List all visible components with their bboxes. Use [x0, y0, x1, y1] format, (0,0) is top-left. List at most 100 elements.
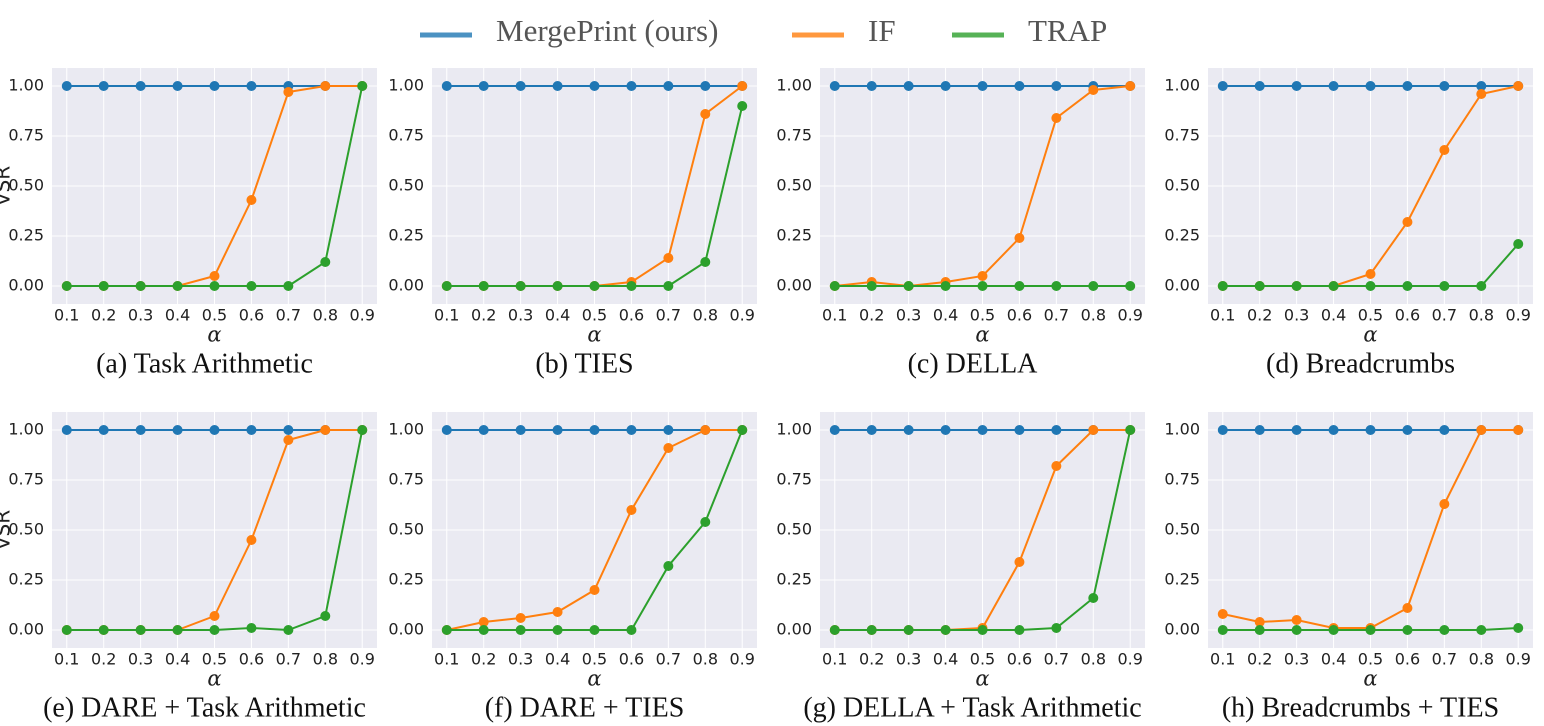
data-point: [1014, 557, 1025, 567]
data-point: [1088, 281, 1099, 291]
data-point: [663, 81, 674, 91]
data-point: [737, 81, 748, 91]
y-tick-label: 0.25: [776, 226, 812, 245]
x-tick-label: 0.7: [1044, 306, 1069, 325]
y-tick-label: 0.25: [8, 226, 44, 245]
x-tick-label: 0.7: [1044, 650, 1069, 669]
data-point: [246, 425, 257, 435]
x-tick-label: 0.3: [508, 650, 533, 669]
data-point: [515, 281, 526, 291]
data-point: [1365, 269, 1376, 279]
data-point: [1051, 623, 1062, 633]
data-point: [1125, 425, 1136, 435]
data-point: [1014, 625, 1025, 635]
y-tick-label: 1.00: [776, 76, 812, 95]
subplot-caption: (e) DARE + Task Arithmetic: [43, 692, 366, 723]
data-point: [663, 425, 674, 435]
x-tick-label: 0.6: [239, 306, 264, 325]
y-tick-label: 0.75: [8, 470, 44, 489]
x-tick-label: 0.9: [730, 650, 755, 669]
data-point: [98, 625, 109, 635]
data-point: [977, 281, 988, 291]
x-tick-label: 0.9: [1506, 306, 1531, 325]
data-point: [209, 611, 220, 621]
data-point: [589, 425, 600, 435]
data-point: [700, 81, 711, 91]
data-point: [977, 625, 988, 635]
x-tick-label: 0.6: [239, 650, 264, 669]
x-tick-label: 0.7: [276, 650, 301, 669]
data-point: [829, 625, 840, 635]
x-tick-label: 0.3: [896, 650, 921, 669]
y-tick-label: 0.50: [8, 520, 44, 539]
data-point: [209, 281, 220, 291]
data-point: [1402, 81, 1413, 91]
data-point: [1014, 233, 1025, 243]
data-point: [246, 535, 257, 545]
x-tick-label: 0.1: [1210, 650, 1235, 669]
data-point: [1254, 625, 1265, 635]
data-point: [1402, 281, 1413, 291]
data-point: [98, 425, 109, 435]
x-tick-label: 0.1: [434, 650, 459, 669]
x-tick-label: 0.2: [859, 306, 884, 325]
data-point: [589, 625, 600, 635]
x-tick-label: 0.6: [619, 306, 644, 325]
x-axis-label: α: [587, 323, 601, 347]
x-tick-label: 0.1: [54, 650, 79, 669]
data-point: [1513, 623, 1524, 633]
legend-label: IF: [868, 13, 896, 48]
y-tick-label: 0.00: [1164, 620, 1200, 639]
data-point: [246, 623, 257, 633]
x-axis-label: α: [207, 667, 221, 691]
data-point: [1254, 81, 1265, 91]
data-point: [1476, 89, 1487, 99]
x-tick-label: 0.4: [933, 306, 958, 325]
data-point: [1291, 615, 1302, 625]
data-point: [1254, 617, 1265, 627]
data-point: [1014, 281, 1025, 291]
data-point: [1439, 499, 1450, 509]
data-point: [1439, 81, 1450, 91]
data-point: [903, 281, 914, 291]
data-point: [866, 625, 877, 635]
x-tick-label: 0.5: [1358, 306, 1383, 325]
data-point: [172, 625, 183, 635]
y-axis-label: VSR: [0, 510, 15, 550]
data-point: [1439, 625, 1450, 635]
data-point: [209, 81, 220, 91]
data-point: [940, 625, 951, 635]
y-tick-label: 0.25: [1164, 226, 1200, 245]
data-point: [626, 81, 637, 91]
data-point: [61, 625, 72, 635]
data-point: [515, 625, 526, 635]
y-tick-label: 0.25: [388, 570, 424, 589]
x-axis-label: α: [207, 323, 221, 347]
x-tick-label: 0.6: [619, 650, 644, 669]
y-tick-label: 1.00: [8, 420, 44, 439]
data-point: [1217, 281, 1228, 291]
x-tick-label: 0.8: [1081, 650, 1106, 669]
data-point: [737, 101, 748, 111]
data-point: [626, 281, 637, 291]
data-point: [357, 425, 368, 435]
data-point: [1291, 425, 1302, 435]
x-tick-label: 0.2: [1247, 306, 1272, 325]
y-tick-label: 0.00: [8, 620, 44, 639]
data-point: [1125, 281, 1136, 291]
data-point: [135, 625, 146, 635]
x-tick-label: 0.3: [508, 306, 533, 325]
x-tick-label: 0.3: [1284, 650, 1309, 669]
x-tick-label: 0.9: [350, 650, 375, 669]
data-point: [1051, 81, 1062, 91]
data-point: [1254, 281, 1265, 291]
data-point: [1254, 425, 1265, 435]
x-tick-label: 0.2: [471, 650, 496, 669]
data-point: [1217, 425, 1228, 435]
data-point: [737, 425, 748, 435]
data-point: [940, 425, 951, 435]
x-tick-label: 0.4: [545, 306, 570, 325]
y-tick-label: 0.75: [1164, 126, 1200, 145]
data-point: [940, 81, 951, 91]
